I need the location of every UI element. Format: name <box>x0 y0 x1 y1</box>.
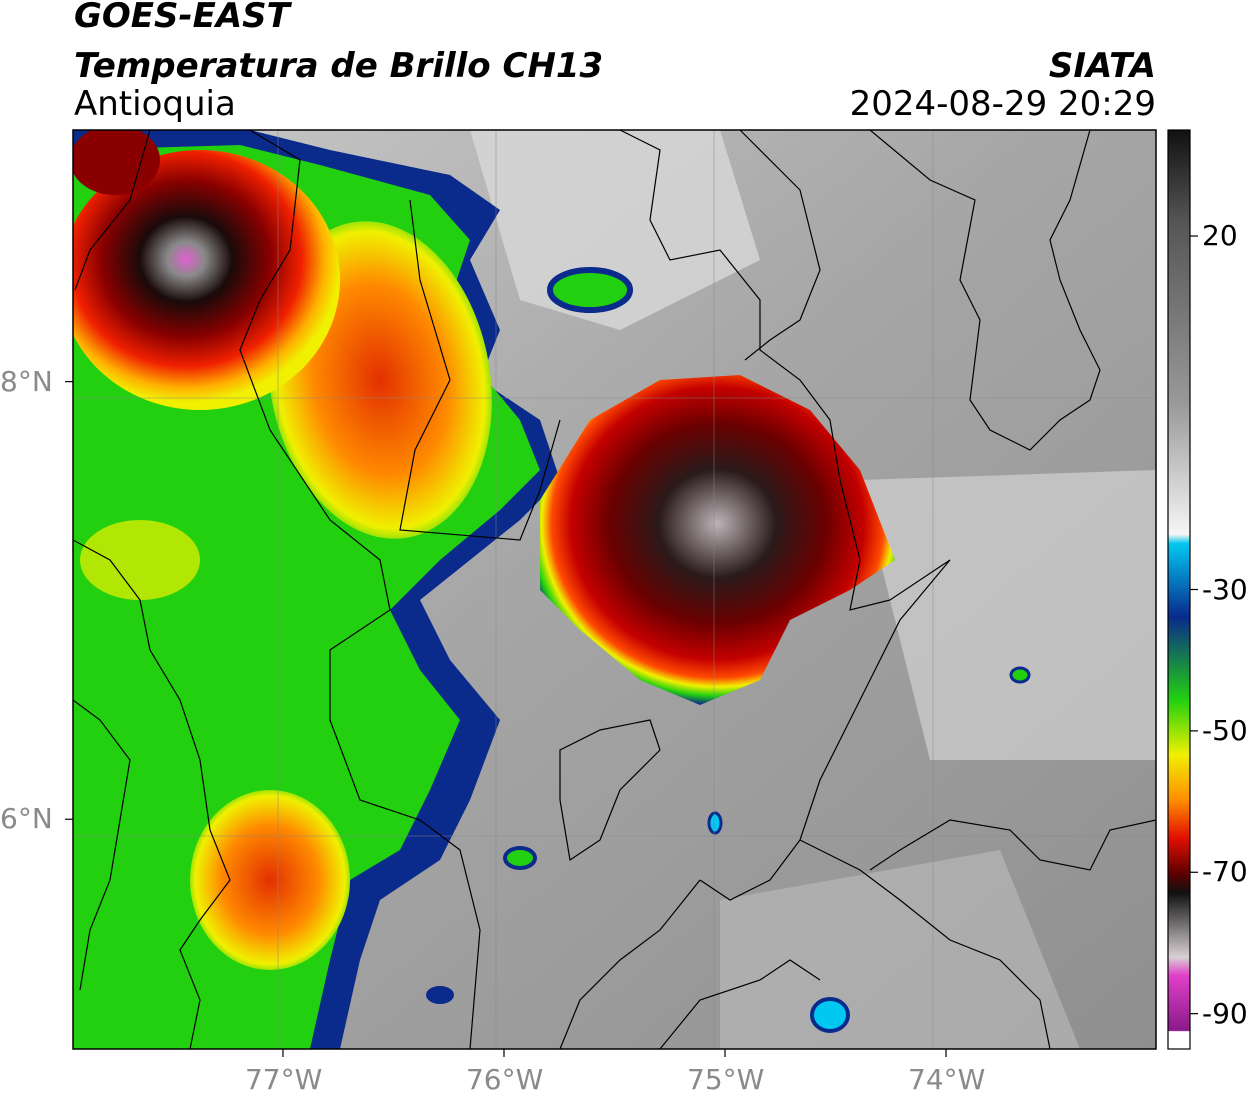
colorbar-tick-label: -70 <box>1202 855 1248 889</box>
colorbar-tick-label: -30 <box>1202 572 1248 606</box>
colorbar-tick-label: -50 <box>1202 713 1248 747</box>
product-title: Temperatura de Brillo CH13 <box>74 46 604 86</box>
satellite-title: GOES-EAST <box>74 0 290 36</box>
timestamp-label: 2024-08-29 20:29 <box>849 84 1156 124</box>
coastline-and-borders-overlay <box>73 130 1156 1049</box>
colorbar <box>1167 129 1198 1050</box>
colorbar-tick-label: -90 <box>1202 996 1248 1030</box>
map-frame <box>72 129 1157 1050</box>
colorbar-tick-label: 20 <box>1202 219 1238 253</box>
lon-tick-label: 74°W <box>908 1063 986 1096</box>
lat-tick-label: 8°N <box>0 364 53 398</box>
region-subtitle: Antioquia <box>74 84 236 124</box>
lon-tick-label: 75°W <box>687 1063 765 1096</box>
agency-label: SIATA <box>1048 46 1156 86</box>
lon-tick-label: 77°W <box>244 1063 323 1096</box>
lat-tick-label: 6°N <box>0 802 53 836</box>
graticule <box>73 130 1156 1049</box>
brightness-temperature-field <box>73 130 1156 1049</box>
lon-tick-label: 76°W <box>465 1063 544 1096</box>
